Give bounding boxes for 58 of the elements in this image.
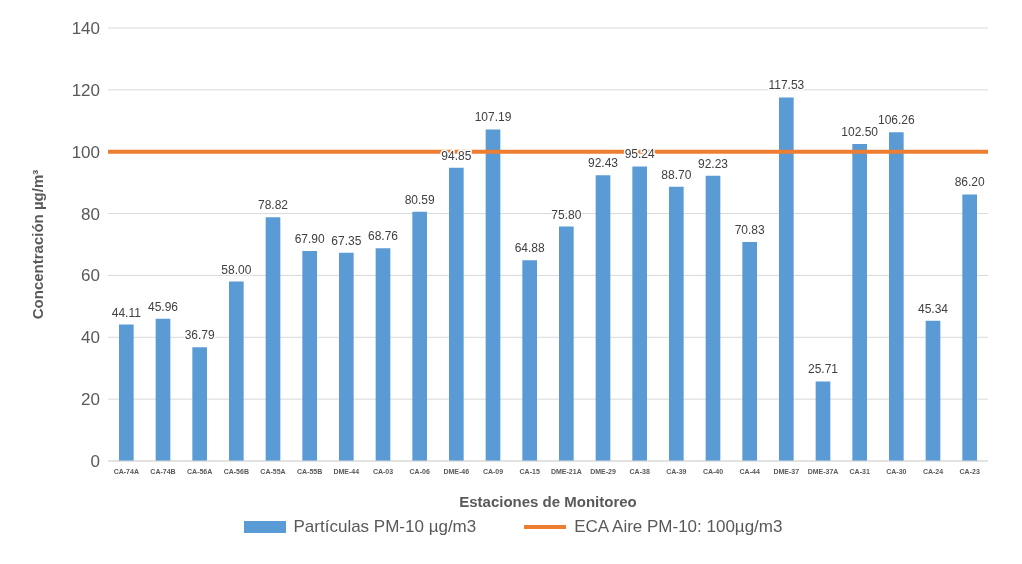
bar (119, 324, 134, 461)
bar (302, 251, 317, 461)
bar (339, 252, 354, 461)
bar (192, 347, 207, 461)
data-label: 25.71 (807, 362, 839, 377)
bar (155, 318, 171, 461)
data-label: 107.19 (474, 110, 512, 125)
data-label: 102.50 (841, 124, 879, 139)
data-label: 58.00 (221, 262, 252, 277)
bar (412, 211, 427, 461)
y-tick-label: 60 (81, 266, 100, 286)
bar (522, 260, 537, 461)
data-label: 92.23 (697, 156, 729, 171)
data-label: 36.79 (184, 328, 216, 343)
bar (669, 186, 684, 461)
data-label: 106.26 (877, 113, 916, 128)
x-axis-title: Estaciones de Monitoreo (459, 493, 637, 510)
data-label: 68.76 (367, 229, 399, 244)
data-label: 67.35 (331, 233, 362, 248)
bar (705, 175, 721, 461)
bar (925, 320, 941, 461)
data-label: 80.59 (404, 192, 436, 207)
bar (815, 381, 831, 461)
y-tick-label: 40 (81, 328, 100, 348)
bar (485, 129, 501, 461)
y-tick-label: 20 (81, 390, 100, 410)
data-label: 45.34 (917, 301, 949, 316)
bar (559, 226, 574, 461)
data-label: 67.90 (294, 231, 326, 246)
data-label: 88.70 (661, 167, 692, 182)
y-axis-title: Concentración µg/m³ (29, 169, 47, 320)
bar (449, 167, 464, 461)
bar (229, 281, 244, 461)
legend-label: ECA Aire PM-10: 100µg/m3 (574, 517, 783, 537)
bar (595, 175, 611, 461)
bar (632, 166, 647, 461)
bar (852, 143, 867, 461)
legend-label: Partículas PM-10 µg/m3 (293, 517, 477, 537)
y-tick-label: 100 (71, 142, 100, 162)
data-label: 78.82 (257, 198, 289, 213)
bar (962, 194, 977, 461)
data-label: 64.88 (514, 241, 546, 256)
y-tick-label: 0 (90, 452, 100, 472)
bar (742, 241, 757, 461)
data-label: 117.53 (768, 78, 805, 93)
bar (779, 97, 794, 461)
bar (375, 248, 391, 461)
data-label: 70.83 (734, 222, 766, 237)
data-label: 92.43 (587, 156, 619, 171)
y-tick-label: 120 (71, 80, 100, 100)
data-label: 44.11 (111, 305, 142, 320)
y-tick-label: 80 (81, 204, 100, 224)
data-label: 45.96 (147, 299, 179, 314)
bar (889, 132, 904, 461)
bar (265, 217, 281, 461)
y-tick-label: 140 (71, 19, 100, 39)
data-label: 86.20 (954, 175, 986, 190)
data-label: 75.80 (551, 207, 582, 222)
